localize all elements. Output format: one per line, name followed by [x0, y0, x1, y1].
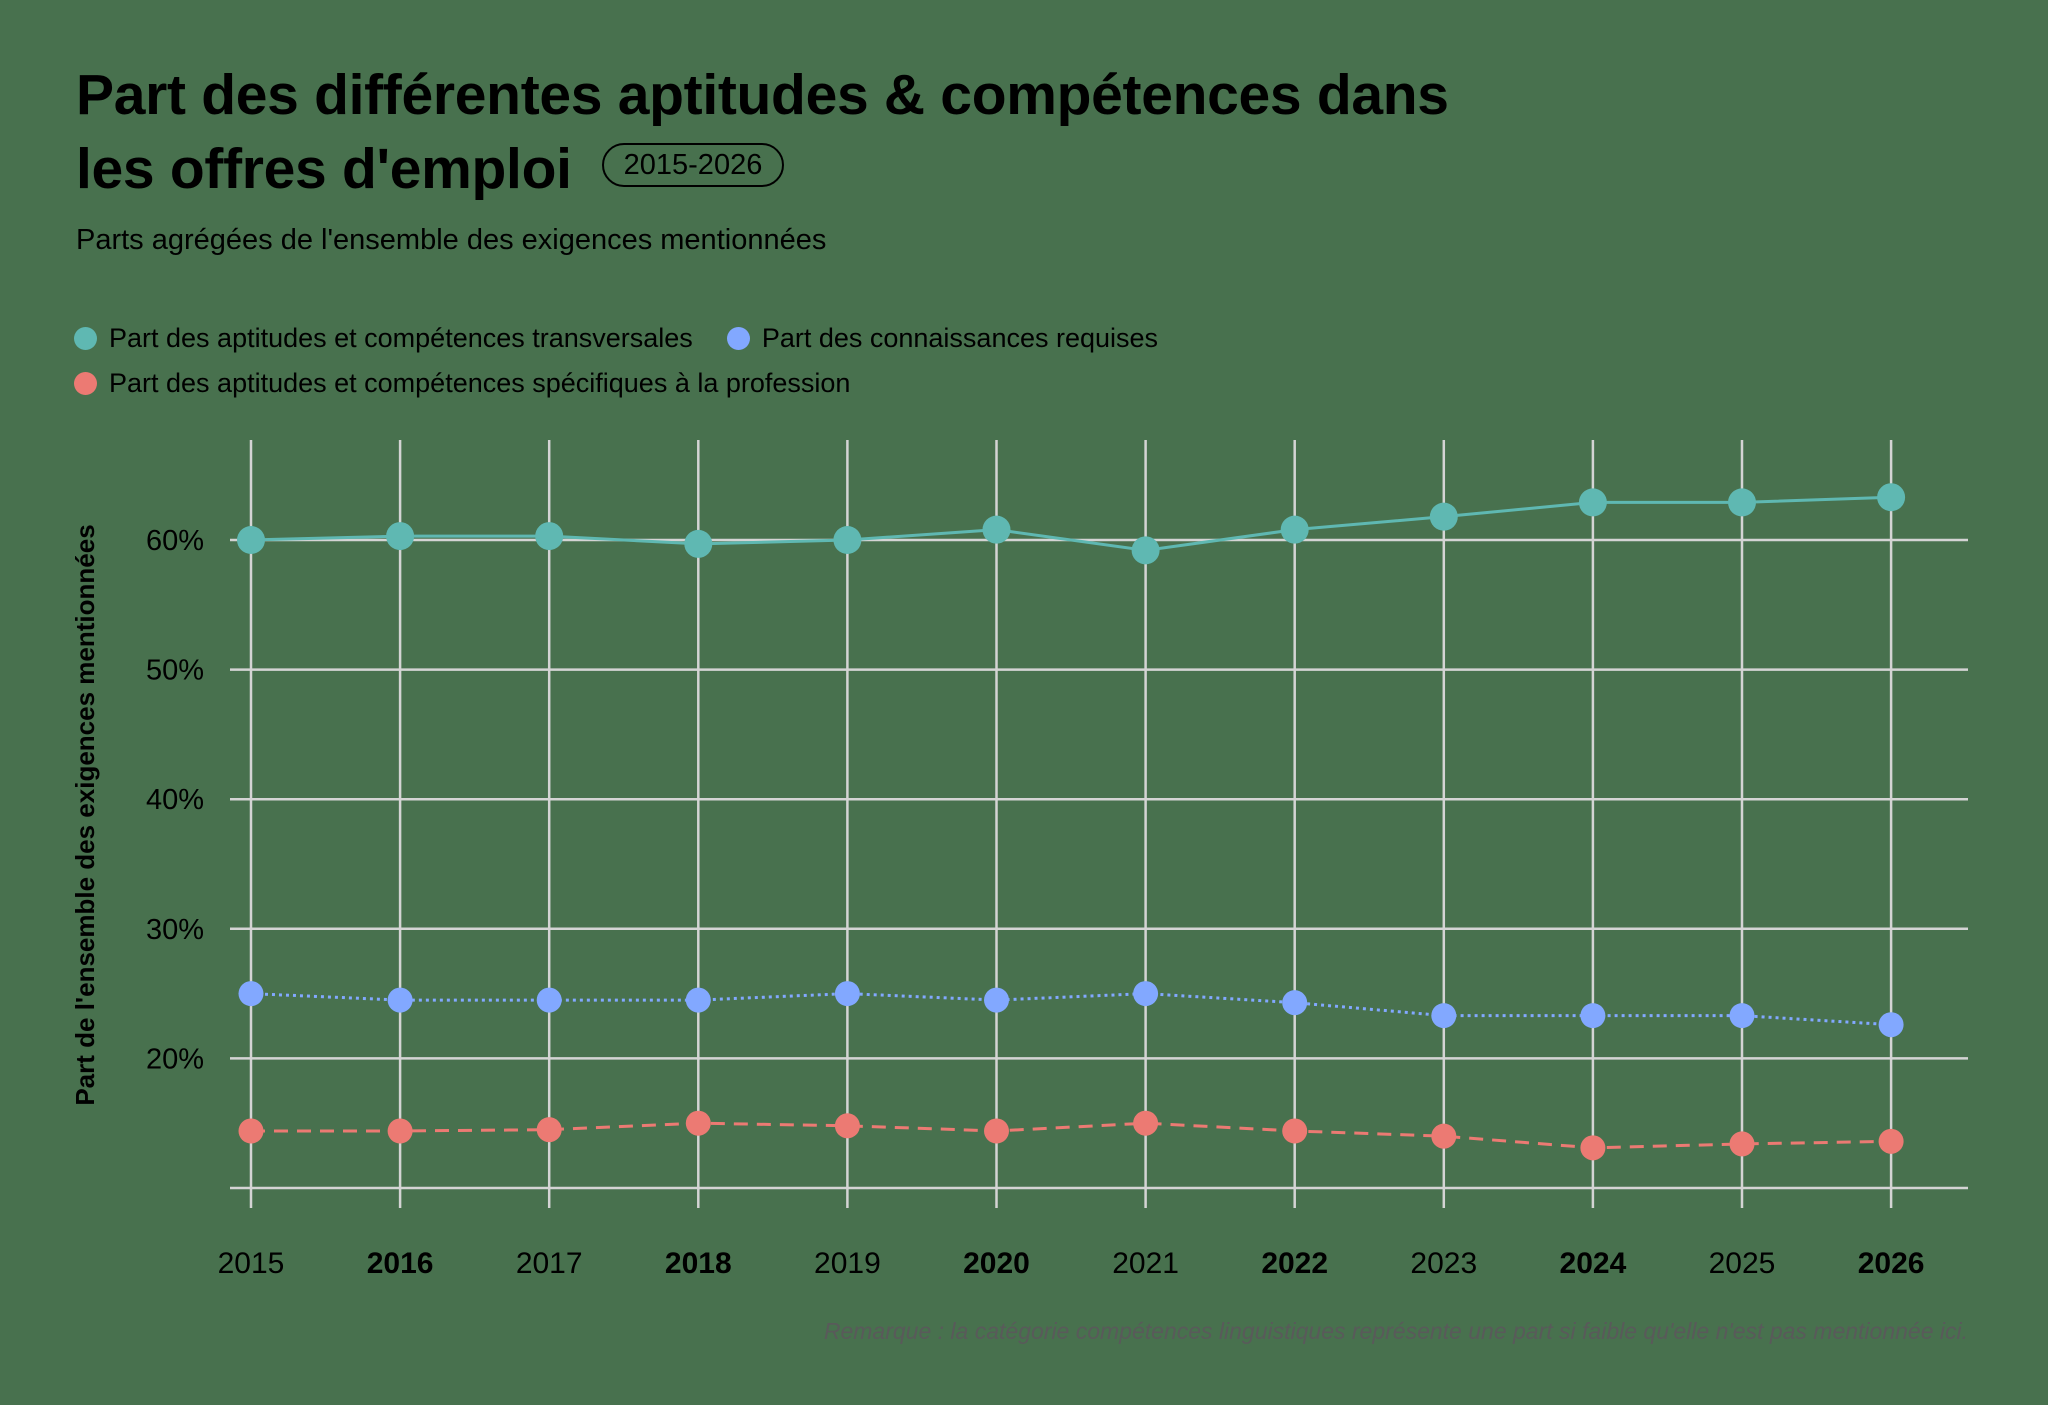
- legend-row-1: Part des aptitudes et compétences transv…: [74, 316, 1192, 361]
- y-tick-label: 50%: [146, 655, 204, 687]
- series-line: [250, 992, 1892, 1027]
- x-tick-label: 2022: [1261, 1247, 1328, 1280]
- data-point[interactable]: [386, 522, 415, 551]
- data-point[interactable]: [1578, 488, 1607, 517]
- footnote: Remarque : la catégorie compétences ling…: [823, 1318, 1968, 1344]
- chart-subtitle: Parts agrégées de l'ensemble des exigenc…: [76, 224, 827, 256]
- data-point[interactable]: [1280, 515, 1309, 544]
- data-point[interactable]: [387, 987, 413, 1013]
- data-point[interactable]: [387, 1118, 413, 1144]
- data-point[interactable]: [834, 981, 860, 1007]
- series-1: [237, 483, 1906, 565]
- data-point[interactable]: [536, 987, 562, 1013]
- series-2: [238, 981, 1904, 1038]
- data-point[interactable]: [1728, 488, 1756, 517]
- data-point[interactable]: [982, 515, 1011, 544]
- legend-dot-icon: [74, 327, 97, 350]
- data-point[interactable]: [1729, 1131, 1755, 1157]
- data-point[interactable]: [984, 987, 1009, 1013]
- data-point[interactable]: [237, 526, 265, 554]
- legend-item-knowledge: Part des connaissances requises: [726, 323, 1159, 354]
- data-point[interactable]: [1431, 1003, 1457, 1029]
- x-axis: 2015 2016 2017 2018 2019 2020 2021 2022 2023 2024…: [218, 1247, 1925, 1280]
- x-tick-label: 2026: [1858, 1247, 1925, 1280]
- x-tick-label: 2015: [218, 1247, 285, 1280]
- chart-title-line-2: les offres d'emploi 2015-2026: [76, 132, 1776, 206]
- data-point[interactable]: [984, 1118, 1009, 1144]
- series-line: [250, 495, 1892, 552]
- data-point[interactable]: [685, 987, 711, 1013]
- data-point[interactable]: [535, 522, 564, 551]
- x-tick-label: 2016: [367, 1247, 434, 1280]
- data-point[interactable]: [1580, 1135, 1606, 1161]
- data-point[interactable]: [684, 529, 713, 558]
- y-tick-label: 60%: [146, 525, 204, 557]
- data-point[interactable]: [1878, 1012, 1904, 1038]
- x-tick-label: 2021: [1112, 1247, 1179, 1280]
- data-point[interactable]: [536, 1117, 562, 1143]
- legend-dot-icon: [726, 327, 750, 350]
- x-tick-label: 2023: [1410, 1247, 1477, 1280]
- chart-title: Part des différentes aptitudes & compéte…: [76, 58, 1776, 206]
- chart-series: [237, 483, 1906, 1161]
- x-tick-label: 2019: [814, 1247, 881, 1280]
- data-point[interactable]: [1282, 1118, 1308, 1144]
- legend-row-2: Part des aptitudes et compétences spécif…: [74, 361, 1192, 406]
- y-axis-label: Part de l'ensemble des exigences mention…: [70, 524, 100, 1105]
- chart-title-line-2-text: les offres d'emploi: [76, 137, 572, 201]
- x-tick-label: 2017: [516, 1247, 583, 1280]
- chart-grid: [230, 440, 1968, 1208]
- series-line: [251, 1121, 1892, 1150]
- x-tick-label: 2024: [1560, 1247, 1627, 1280]
- legend-label: Part des aptitudes et compétences spécif…: [109, 368, 851, 398]
- x-tick-label: 2018: [665, 1247, 732, 1280]
- x-tick-label: 2025: [1709, 1247, 1776, 1280]
- data-point[interactable]: [238, 1118, 264, 1144]
- data-point[interactable]: [1429, 502, 1458, 531]
- data-point[interactable]: [833, 526, 862, 554]
- chart-title-line-1: Part des différentes aptitudes & compéte…: [76, 63, 1449, 127]
- y-axis: 20% 30% 40% 50% 60%: [146, 525, 204, 1075]
- y-tick-label: 20%: [146, 1043, 204, 1075]
- legend-item-transversal: Part des aptitudes et compétences transv…: [74, 323, 693, 354]
- data-point[interactable]: [1131, 536, 1160, 565]
- legend-dot-icon: [74, 372, 97, 395]
- legend-label: Part des connaissances requises: [761, 323, 1159, 353]
- data-point[interactable]: [685, 1110, 711, 1136]
- data-point[interactable]: [1877, 483, 1906, 512]
- data-point[interactable]: [1580, 1003, 1606, 1029]
- data-point[interactable]: [834, 1113, 860, 1139]
- data-point[interactable]: [1282, 990, 1308, 1016]
- series-3: [238, 1110, 1904, 1161]
- x-tick-label: 2020: [963, 1247, 1030, 1280]
- data-point[interactable]: [1729, 1003, 1755, 1029]
- y-tick-label: 40%: [146, 784, 204, 816]
- data-point[interactable]: [1431, 1123, 1457, 1149]
- legend: Part des aptitudes et compétences transv…: [74, 316, 1192, 406]
- data-point[interactable]: [1878, 1128, 1904, 1154]
- year-range-badge: 2015-2026: [601, 142, 785, 187]
- data-point[interactable]: [238, 981, 264, 1007]
- legend-item-specific: Part des aptitudes et compétences spécif…: [74, 368, 850, 399]
- data-point[interactable]: [1133, 1110, 1159, 1136]
- data-point[interactable]: [1133, 981, 1159, 1007]
- legend-label: Part des aptitudes et compétences transv…: [109, 323, 693, 353]
- y-tick-label: 30%: [146, 914, 204, 946]
